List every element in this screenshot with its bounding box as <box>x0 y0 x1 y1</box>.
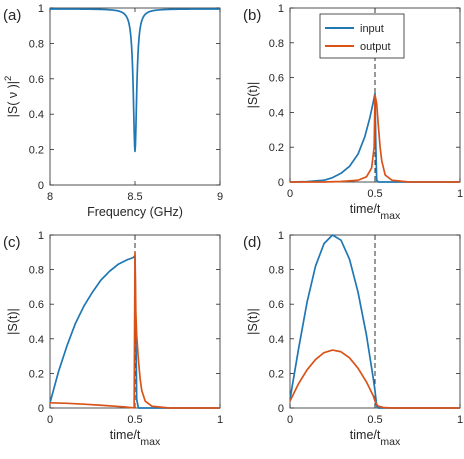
y-tick-label: 0.4 <box>269 334 284 346</box>
y-tick-label: 1 <box>38 3 44 15</box>
x-tick-label: 0.5 <box>367 188 382 200</box>
x-tick-label: 0 <box>287 414 293 426</box>
y-tick-label: 0.2 <box>29 145 44 157</box>
legend-label-input: input <box>360 23 384 35</box>
y-tick-label: 0.8 <box>269 38 284 50</box>
legend-box <box>319 13 405 59</box>
panel-label: (d) <box>243 234 261 251</box>
x-tick-label: 1 <box>217 414 223 426</box>
x-tick-label: 0 <box>287 188 293 200</box>
x-tick-label: 1 <box>457 188 463 200</box>
y-tick-label: 0 <box>38 180 44 192</box>
y-tick-label: 1 <box>278 230 284 242</box>
x-tick-label: 1 <box>457 414 463 426</box>
y-tick-label: 0.6 <box>269 73 284 85</box>
panel-label: (b) <box>243 7 261 24</box>
y-tick-label: 0.6 <box>29 74 44 86</box>
y-tick-label: 1 <box>38 230 44 242</box>
y-tick-label: 0.4 <box>29 109 44 121</box>
series-line-input <box>289 234 460 409</box>
x-axis-label: time/tmax <box>350 202 401 222</box>
panel-label: (a) <box>3 7 21 24</box>
x-axis-label: time/tmax <box>110 428 161 448</box>
series-line-spectrum <box>49 8 221 153</box>
series-line-input <box>289 92 460 183</box>
x-tick-label: 8 <box>47 191 53 203</box>
series-line-output <box>289 349 460 409</box>
x-tick-label: 0 <box>47 414 53 426</box>
y-tick-label: 0.2 <box>29 368 44 380</box>
y-tick-label: 0.8 <box>29 38 44 50</box>
series-line-output <box>49 251 220 409</box>
panel-a: 8 8.5 9 0 0.2 0.4 0.6 0.8 1 Frequency (GHz) |S( ν … <box>3 3 223 219</box>
x-axis-label: Frequency (GHz) <box>87 205 183 219</box>
x-axis-label: time/tmax <box>350 428 401 448</box>
y-axis-label: |S(t)| <box>6 308 20 335</box>
y-axis-label: |S(t)| <box>246 82 260 109</box>
legend-label-output: output <box>360 41 391 53</box>
y-tick-label: 0.4 <box>269 107 284 119</box>
y-tick-label: 0.8 <box>29 265 44 277</box>
y-tick-label: 0.2 <box>269 368 284 380</box>
legend: input output <box>319 13 405 59</box>
series-line-output <box>290 94 460 183</box>
axes-box <box>49 7 221 186</box>
panel-d: 0 0.5 1 0 0.2 0.4 0.6 0.8 1 time/tmax |S(t)| (d) <box>243 230 463 448</box>
panel-b: 0 0.5 1 0 0.2 0.4 0.6 0.8 1 time/tmax |S(t)| (b) inp… <box>243 3 463 222</box>
x-tick-label: 0.5 <box>367 414 382 426</box>
y-tick-label: 0.6 <box>29 299 44 311</box>
y-tick-label: 0 <box>278 177 284 189</box>
y-tick-label: 0 <box>38 403 44 415</box>
x-tick-label: 8.5 <box>127 191 142 203</box>
series-line-input <box>49 254 220 409</box>
y-axis-label: |S(t)| <box>246 308 260 335</box>
y-tick-label: 0 <box>278 403 284 415</box>
x-tick-label: 9 <box>217 191 223 203</box>
y-tick-label: 0.8 <box>269 265 284 277</box>
y-tick-label: 1 <box>278 3 284 15</box>
y-tick-label: 0.2 <box>269 142 284 154</box>
x-tick-label: 0.5 <box>127 414 142 426</box>
y-axis-label: |S( ν )|2 <box>3 76 20 118</box>
y-tick-label: 0.6 <box>269 299 284 311</box>
panel-c: 0 0.5 1 0 0.2 0.4 0.6 0.8 1 time/tmax |S(t)| (c) <box>3 230 223 448</box>
y-tick-label: 0.4 <box>29 334 44 346</box>
panel-label: (c) <box>3 234 21 251</box>
